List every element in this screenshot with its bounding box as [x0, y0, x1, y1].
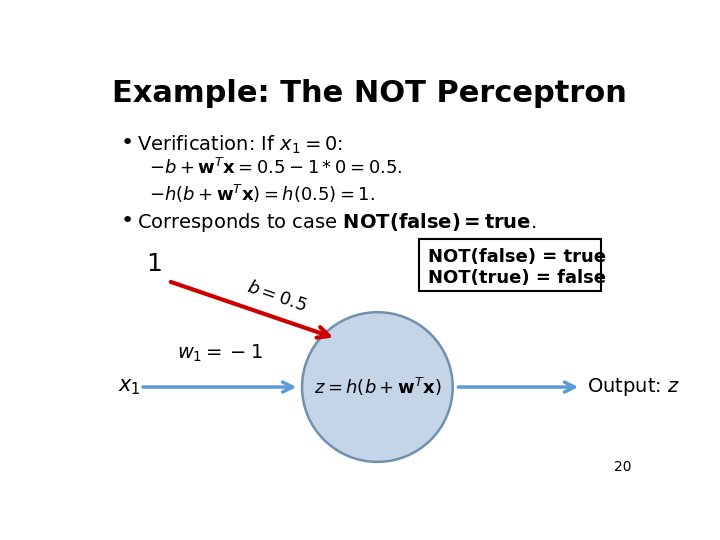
Text: 1: 1 [146, 252, 162, 276]
Text: NOT(false) = true: NOT(false) = true [428, 248, 606, 266]
Text: NOT(true) = false: NOT(true) = false [428, 268, 606, 287]
Text: $b = 0.5$: $b = 0.5$ [245, 278, 310, 316]
Text: •: • [121, 133, 134, 153]
Text: $w_1 = -1$: $w_1 = -1$ [177, 343, 263, 364]
Text: Corresponds to case $\mathbf{NOT(false) = true}$.: Corresponds to case $\mathbf{NOT(false) … [138, 211, 536, 234]
Text: •: • [121, 211, 134, 231]
Text: Example: The NOT Perceptron: Example: The NOT Perceptron [112, 79, 626, 109]
Text: $- h(b + \mathbf{w}^T\mathbf{x}) = h(0.5) = 1.$: $- h(b + \mathbf{w}^T\mathbf{x}) = h(0.5… [148, 183, 374, 205]
Text: $- b + \mathbf{w}^T\mathbf{x} = 0.5 - 1 * 0 = 0.5.$: $- b + \mathbf{w}^T\mathbf{x} = 0.5 - 1 … [148, 158, 402, 178]
Text: Output: $z$: Output: $z$ [587, 376, 680, 398]
FancyBboxPatch shape [419, 239, 600, 292]
Text: 20: 20 [613, 461, 631, 474]
Text: Verification: If $x_1 = 0$:: Verification: If $x_1 = 0$: [138, 133, 343, 156]
Ellipse shape [302, 312, 453, 462]
Text: $x_1$: $x_1$ [118, 377, 140, 397]
Text: $z = h(b + \mathbf{w}^T\mathbf{x})$: $z = h(b + \mathbf{w}^T\mathbf{x})$ [314, 376, 441, 398]
